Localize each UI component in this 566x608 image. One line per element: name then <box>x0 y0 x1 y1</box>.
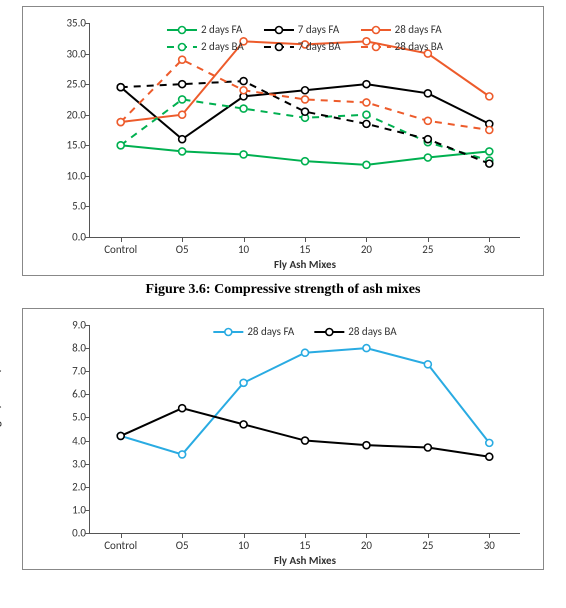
legend-swatch-icon <box>264 41 294 53</box>
series-marker <box>179 405 186 412</box>
x-tick-mark <box>244 237 245 242</box>
compressive-strength-panel: 0.05.010.015.020.025.030.035.0ControlO51… <box>22 6 544 276</box>
series-marker <box>302 87 309 94</box>
y-axis-label: Flexural Strength (N/mm²) <box>0 369 2 489</box>
series-marker <box>363 161 370 168</box>
series-marker <box>424 90 431 97</box>
series-marker <box>117 432 124 439</box>
series-marker <box>486 93 493 100</box>
caption-text: Figure 3.6: Compressive strength of ash … <box>146 282 421 297</box>
legend-item: 2 days FA <box>167 23 244 36</box>
legend: 28 days FA 28 days BA <box>213 325 396 338</box>
legend-label: 28 days BA <box>348 325 396 338</box>
series-marker <box>424 136 431 143</box>
series-marker <box>302 158 309 165</box>
series-marker <box>179 111 186 118</box>
legend-swatch-icon <box>361 24 391 36</box>
series-marker <box>486 127 493 134</box>
x-tick-mark <box>366 237 367 242</box>
series-marker <box>363 111 370 118</box>
x-tick-mark <box>428 533 429 538</box>
legend-label: 28 days FA <box>247 325 294 338</box>
series-marker <box>240 87 247 94</box>
series-marker <box>302 108 309 115</box>
x-tick-mark <box>182 237 183 242</box>
series-marker <box>179 136 186 143</box>
series-marker <box>117 84 124 91</box>
legend-swatch-icon <box>167 41 197 53</box>
series-marker <box>240 151 247 158</box>
legend-swatch-icon <box>264 24 294 36</box>
series-marker <box>179 56 186 63</box>
series-line <box>121 408 490 457</box>
series-marker <box>302 96 309 103</box>
legend-label: 2 days FA <box>201 23 242 36</box>
compressive-strength-chart: 0.05.010.015.020.025.030.035.0ControlO51… <box>23 7 543 275</box>
series-marker <box>486 439 493 446</box>
series-marker <box>179 148 186 155</box>
x-tick-mark <box>428 237 429 242</box>
series-marker <box>363 81 370 88</box>
legend-item: 28 days FA <box>361 23 443 36</box>
legend-label: 2 days BA <box>201 40 244 53</box>
legend: 2 days FA 7 days FA 28 days FA 2 days BA 7 d… <box>167 23 443 53</box>
plot-area: 0.05.010.015.020.025.030.035.0ControlO51… <box>89 23 520 238</box>
legend-label: 28 days BA <box>395 40 443 53</box>
series-marker <box>486 453 493 460</box>
series-marker <box>424 117 431 124</box>
y-tick-mark <box>85 533 90 534</box>
legend-label: 7 days FA <box>298 23 339 36</box>
x-tick-mark <box>305 533 306 538</box>
series-marker <box>363 120 370 127</box>
series-marker <box>424 361 431 368</box>
series-marker <box>240 421 247 428</box>
x-tick-mark <box>489 237 490 242</box>
x-tick-mark <box>121 533 122 538</box>
legend-item: 28 days FA <box>213 325 294 338</box>
x-tick-mark <box>244 533 245 538</box>
legend-label: 28 days FA <box>395 23 442 36</box>
series-marker <box>302 437 309 444</box>
series-marker <box>117 119 124 126</box>
legend-swatch-icon <box>361 41 391 53</box>
legend-item: 7 days FA <box>264 23 341 36</box>
series-marker <box>179 451 186 458</box>
legend-item: 28 days BA <box>361 40 443 53</box>
series-marker <box>363 442 370 449</box>
series-marker <box>117 142 124 149</box>
flexural-strength-panel: 0.01.02.03.04.05.06.07.08.09.0ControlO51… <box>22 308 544 570</box>
x-axis-label: Fly Ash Mixes <box>274 554 336 567</box>
series-svg <box>90 325 520 533</box>
series-marker <box>486 148 493 155</box>
series-marker <box>424 154 431 161</box>
series-marker <box>486 160 493 167</box>
x-tick-mark <box>305 237 306 242</box>
series-marker <box>424 444 431 451</box>
series-marker <box>179 81 186 88</box>
legend-label: 7 days BA <box>298 40 341 53</box>
series-marker <box>240 105 247 112</box>
x-tick-mark <box>489 533 490 538</box>
legend-item: 2 days BA <box>167 40 244 53</box>
x-tick-mark <box>182 533 183 538</box>
legend-swatch-icon <box>213 326 243 338</box>
series-marker <box>363 99 370 106</box>
legend-swatch-icon <box>167 24 197 36</box>
series-svg <box>90 23 520 237</box>
legend-swatch-icon <box>314 326 344 338</box>
series-marker <box>363 345 370 352</box>
series-marker <box>240 379 247 386</box>
figure-caption: Figure 3.6: Compressive strength of ash … <box>0 282 566 298</box>
legend-item: 7 days BA <box>264 40 341 53</box>
plot-area: 0.01.02.03.04.05.06.07.08.09.0ControlO51… <box>89 325 520 534</box>
x-axis-label: Fly Ash Mixes <box>274 258 336 271</box>
y-tick-mark <box>85 237 90 238</box>
flexural-strength-chart: 0.01.02.03.04.05.06.07.08.09.0ControlO51… <box>23 309 543 569</box>
series-marker <box>302 349 309 356</box>
series-marker <box>179 96 186 103</box>
legend-item: 28 days BA <box>314 325 396 338</box>
series-marker <box>240 78 247 85</box>
x-tick-mark <box>366 533 367 538</box>
x-tick-mark <box>121 237 122 242</box>
